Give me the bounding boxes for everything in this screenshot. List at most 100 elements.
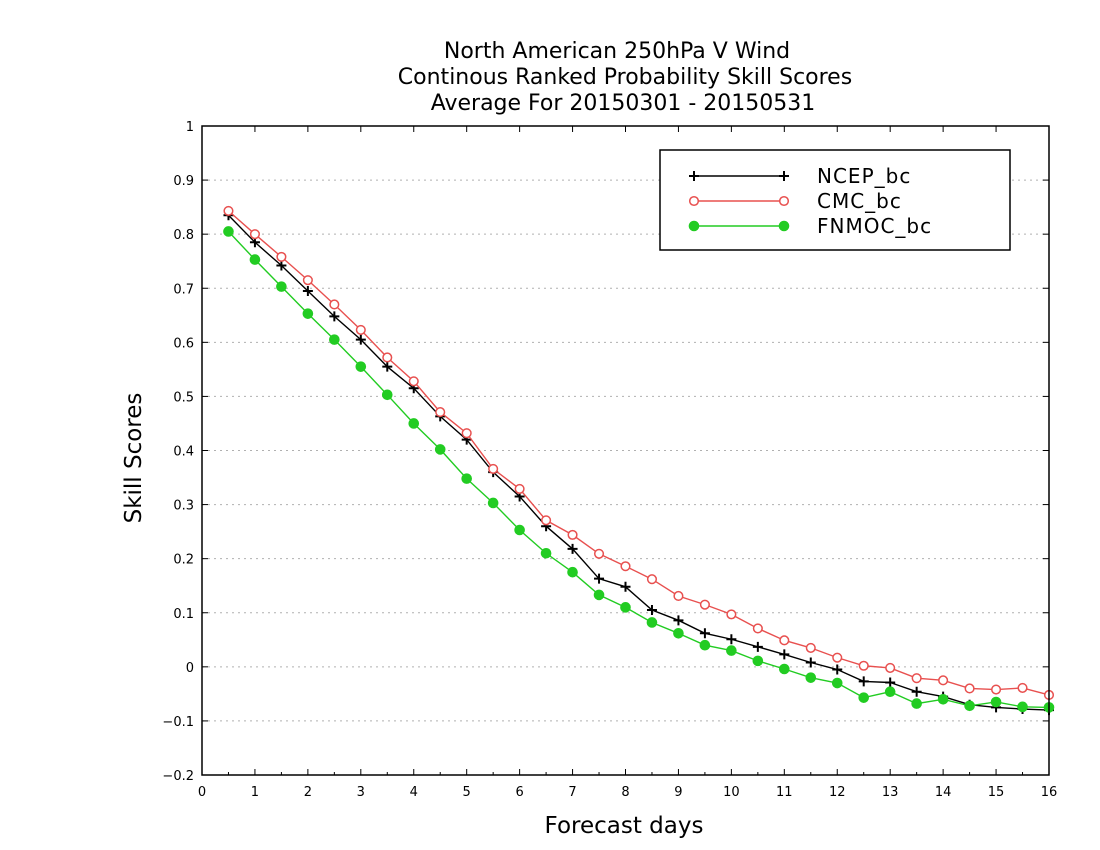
- data-point-ncep-bc: [726, 634, 737, 645]
- x-tick-label: 0: [198, 785, 206, 800]
- x-tick-label: 10: [723, 785, 740, 800]
- x-tick-label: 11: [776, 785, 793, 800]
- series-line-cmc-bc: [228, 210, 1050, 696]
- legend-label-ncep-bc: NCEP_bc: [817, 164, 911, 188]
- x-tick-label: 1: [251, 785, 259, 800]
- data-point-cmc-bc: [911, 673, 922, 684]
- data-point-cmc-bc: [805, 642, 816, 653]
- data-point-ncep-bc: [329, 311, 340, 322]
- data-point-fnmoc-bc: [779, 663, 790, 675]
- data-point-fnmoc-bc: [937, 693, 949, 705]
- data-point-ncep-bc: [699, 628, 710, 639]
- y-tick-label: 0.9: [173, 174, 194, 189]
- data-point-cmc-bc: [620, 561, 631, 572]
- data-point-cmc-bc: [964, 683, 975, 694]
- x-tick-label: 6: [515, 785, 523, 800]
- data-point-ncep-bc: [752, 641, 763, 652]
- series-layer: [223, 205, 1055, 716]
- legend-label-fnmoc-bc: FNMOC_bc: [817, 214, 932, 238]
- data-point-ncep-bc: [382, 361, 393, 372]
- data-point-ncep-bc: [911, 686, 922, 697]
- x-tick-label: 7: [568, 785, 576, 800]
- data-point-fnmoc-bc: [726, 645, 737, 656]
- data-point-fnmoc-bc: [408, 418, 420, 429]
- x-tick-label: 16: [1041, 785, 1058, 800]
- data-point-fnmoc-bc: [911, 698, 922, 709]
- data-point-ncep-bc: [673, 615, 684, 626]
- data-point-ncep-bc: [302, 285, 313, 296]
- data-point-fnmoc-bc: [567, 566, 578, 578]
- data-point-fnmoc-bc: [858, 692, 870, 703]
- data-point-cmc-bc: [593, 548, 605, 559]
- data-point-cmc-bc: [382, 352, 393, 363]
- data-point-ncep-bc: [276, 260, 287, 271]
- legend-item-ncep-bc: NCEP_bc: [689, 164, 911, 188]
- x-axis-label: Forecast days: [545, 813, 704, 839]
- data-point-cmc-bc: [832, 652, 843, 663]
- x-tick-label: 13: [882, 785, 899, 800]
- data-point-cmc-bc: [223, 205, 234, 216]
- series-line-fnmoc-bc: [227, 230, 1050, 709]
- data-point-cmc-bc: [779, 635, 790, 646]
- y-tick-label: −0.2: [162, 769, 194, 784]
- x-tick-label: 9: [674, 785, 682, 800]
- chart-title: North American 250hPa V Wind: [444, 39, 790, 64]
- legend-marker-ncep-bc: [689, 171, 699, 181]
- data-point-cmc-bc: [858, 660, 869, 671]
- y-tick-label: 0.5: [173, 390, 194, 405]
- data-point-cmc-bc: [673, 590, 684, 602]
- y-axis-label: Skill Scores: [121, 393, 147, 524]
- data-point-fnmoc-bc: [1017, 701, 1028, 713]
- data-point-ncep-bc: [885, 677, 896, 688]
- data-point-cmc-bc: [699, 599, 710, 610]
- data-point-fnmoc-bc: [540, 547, 552, 559]
- data-point-ncep-bc: [594, 573, 605, 584]
- data-point-fnmoc-bc: [487, 497, 499, 509]
- data-point-cmc-bc: [567, 529, 578, 540]
- data-point-fnmoc-bc: [805, 672, 817, 683]
- legend-box: [659, 149, 1011, 251]
- x-tick-label: 15: [988, 785, 1005, 800]
- data-point-ncep-bc: [620, 581, 631, 592]
- y-tick-label: 0: [186, 661, 194, 676]
- data-point-cmc-bc: [991, 684, 1002, 695]
- y-tick-label: 0.8: [173, 228, 194, 243]
- data-point-fnmoc-bc: [990, 696, 1002, 708]
- data-point-ncep-bc: [805, 657, 816, 668]
- x-tick-label: 4: [410, 785, 418, 800]
- data-point-fnmoc-bc: [620, 602, 631, 613]
- series-cmc-bc: [223, 205, 1055, 701]
- x-tick-label: 14: [935, 785, 952, 800]
- data-point-cmc-bc: [488, 463, 499, 474]
- legend-marker-cmc-bc: [688, 195, 700, 207]
- data-point-fnmoc-bc: [514, 524, 525, 536]
- data-point-cmc-bc: [461, 428, 472, 439]
- data-point-fnmoc-bc: [329, 334, 340, 345]
- x-tick-label: 12: [829, 785, 846, 800]
- data-point-fnmoc-bc: [593, 589, 605, 601]
- data-point-cmc-bc: [276, 251, 287, 262]
- data-point-cmc-bc: [435, 407, 446, 418]
- data-point-cmc-bc: [355, 324, 366, 335]
- data-point-ncep-bc: [832, 664, 843, 675]
- data-point-ncep-bc: [779, 649, 790, 660]
- y-tick-label: 0.1: [173, 607, 194, 622]
- data-point-fnmoc-bc: [276, 281, 287, 292]
- axis-ticks: −0.2−0.100.10.20.30.40.50.60.70.80.910 1 2…: [162, 120, 1057, 800]
- data-point-fnmoc-bc: [884, 686, 896, 698]
- legend-label-cmc-bc: CMC_bc: [817, 189, 902, 213]
- data-point-fnmoc-bc: [249, 254, 261, 265]
- chart-date-range: Average For 20150301 - 20150531: [431, 91, 816, 116]
- data-point-fnmoc-bc: [434, 444, 446, 455]
- data-point-fnmoc-bc: [302, 308, 314, 319]
- y-tick-label: 0.6: [173, 336, 194, 351]
- data-point-fnmoc-bc: [461, 473, 472, 484]
- series-line-ncep-bc: [227, 214, 1050, 711]
- series-fnmoc-bc: [223, 226, 1055, 713]
- data-point-fnmoc-bc: [355, 361, 367, 372]
- legend-item-cmc-bc: CMC_bc: [688, 189, 902, 213]
- data-point-cmc-bc: [541, 515, 552, 526]
- legend-marker-cmc-bc: [778, 195, 790, 207]
